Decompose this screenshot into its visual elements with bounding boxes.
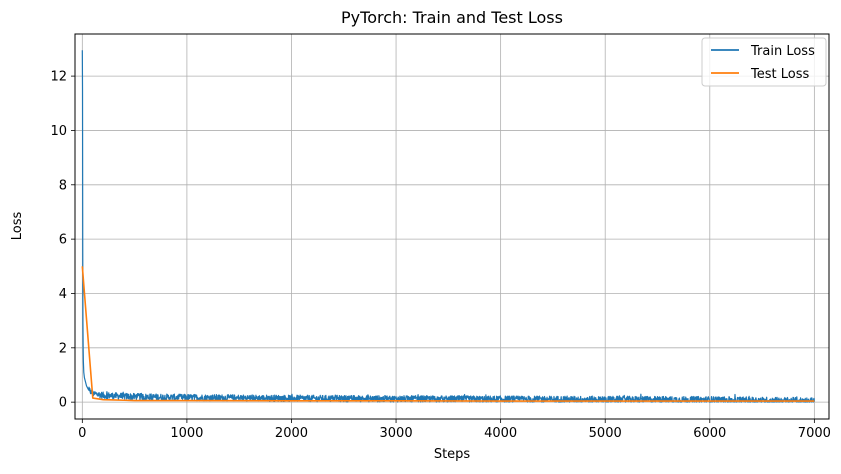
x-tick-label: 1000 <box>170 426 203 441</box>
grid-lines <box>75 34 829 419</box>
legend: Train Loss Test Loss <box>701 37 827 87</box>
y-tick-label: 8 <box>59 178 67 193</box>
y-tick-label: 2 <box>59 341 67 356</box>
chart-title: PyTorch: Train and Test Loss <box>341 8 563 27</box>
series-lines <box>81 50 815 403</box>
x-tick-label: 6000 <box>693 426 726 441</box>
y-axis-label: Loss <box>10 212 25 241</box>
legend-label-train-loss: Train Loss <box>750 44 815 59</box>
x-tick-label: 7000 <box>798 426 831 441</box>
y-tick-label: 12 <box>50 70 67 85</box>
x-tick-label: 0 <box>78 426 86 441</box>
y-tick-label: 0 <box>59 396 67 411</box>
test-loss-line <box>81 266 815 402</box>
axis-ticks: 0 1000 2000 3000 4000 5000 6000 7000 0 2 4 6 8 10 12 <box>50 70 830 441</box>
legend-label-test-loss: Test Loss <box>750 67 809 82</box>
y-tick-label: 6 <box>59 233 67 248</box>
x-tick-label: 5000 <box>589 426 622 441</box>
y-tick-label: 4 <box>59 287 67 302</box>
x-tick-label: 2000 <box>275 426 308 441</box>
x-axis-label: Steps <box>434 447 471 462</box>
x-tick-label: 3000 <box>380 426 413 441</box>
plot-frame <box>74 33 830 420</box>
y-tick-label: 10 <box>50 124 67 139</box>
x-tick-label: 4000 <box>484 426 517 441</box>
